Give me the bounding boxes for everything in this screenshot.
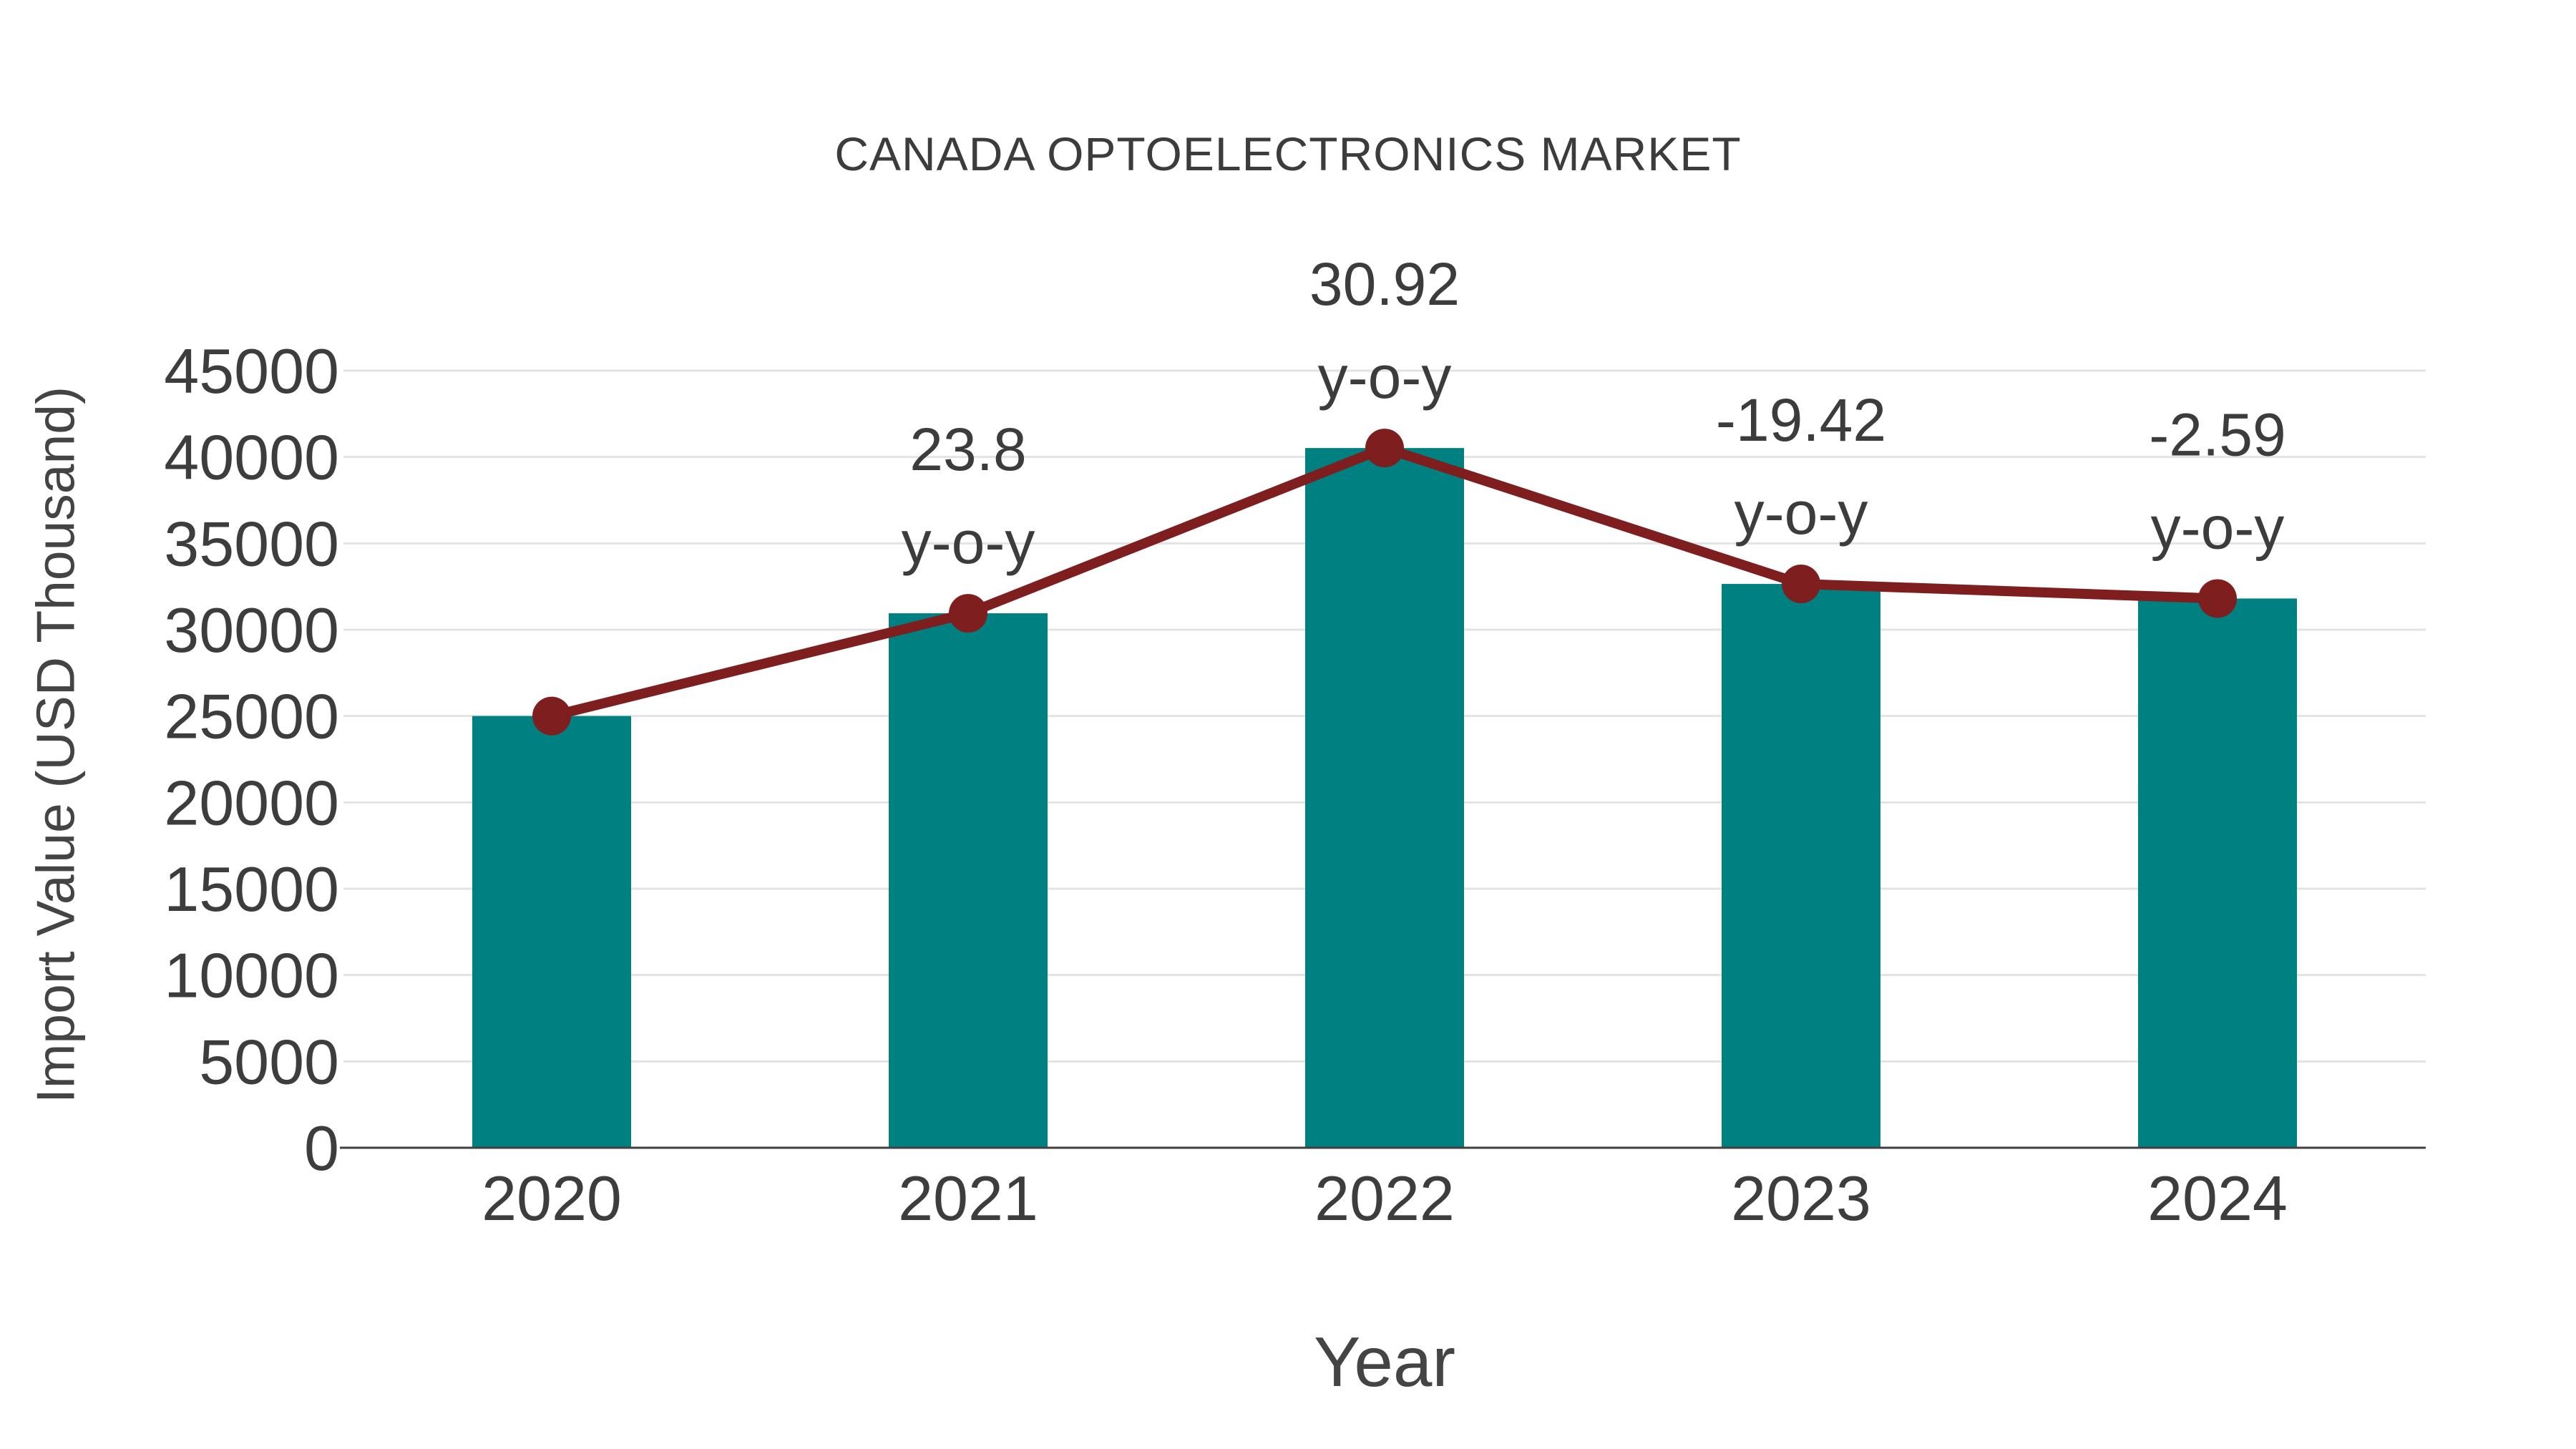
data-point-marker-2023 — [1782, 565, 1820, 604]
data-point-marker-2020 — [532, 696, 571, 736]
data-point-marker-2021 — [949, 594, 987, 633]
y-tick-label-0: 0 — [304, 1113, 339, 1184]
annotation-value-2023: -19.42 — [1716, 386, 1886, 454]
annotation-value-2021: 23.8 — [909, 416, 1027, 483]
y-tick-label-25000: 25000 — [164, 681, 339, 752]
x-tick-label-2024: 2024 — [2147, 1163, 2288, 1234]
data-point-marker-2022 — [1365, 429, 1404, 468]
y-tick-label-45000: 45000 — [164, 336, 339, 406]
bar-2021 — [889, 613, 1048, 1148]
y-tick-label-10000: 10000 — [164, 940, 339, 1011]
bar-2023 — [1722, 584, 1880, 1148]
x-tick-label-2022: 2022 — [1314, 1163, 1455, 1234]
chart-title: CANADA OPTOELECTRONICS MARKET — [834, 127, 1742, 180]
y-tick-label-35000: 35000 — [164, 508, 339, 579]
y-tick-label-40000: 40000 — [164, 422, 339, 493]
annotation-suffix-2024: y-o-y — [2151, 494, 2285, 561]
x-tick-label-2023: 2023 — [1731, 1163, 1871, 1234]
bar-2022 — [1305, 448, 1464, 1148]
y-tick-label-20000: 20000 — [164, 767, 339, 838]
x-tick-label-2020: 2020 — [482, 1163, 622, 1234]
bar-2020 — [472, 716, 631, 1148]
annotation-value-2024: -2.59 — [2149, 401, 2285, 468]
y-tick-label-5000: 5000 — [199, 1026, 339, 1097]
y-tick-label-30000: 30000 — [164, 595, 339, 665]
annotation-suffix-2023: y-o-y — [1735, 479, 1868, 547]
x-tick-label-2021: 2021 — [898, 1163, 1038, 1234]
annotation-suffix-2022: y-o-y — [1318, 343, 1452, 411]
y-tick-label-15000: 15000 — [164, 854, 339, 924]
annotation-value-2022: 30.92 — [1309, 250, 1460, 318]
annotation-suffix-2021: y-o-y — [902, 509, 1035, 576]
bar-2024 — [2138, 598, 2297, 1148]
data-point-marker-2024 — [2198, 579, 2237, 618]
x-axis-title: Year — [1313, 1322, 1456, 1401]
